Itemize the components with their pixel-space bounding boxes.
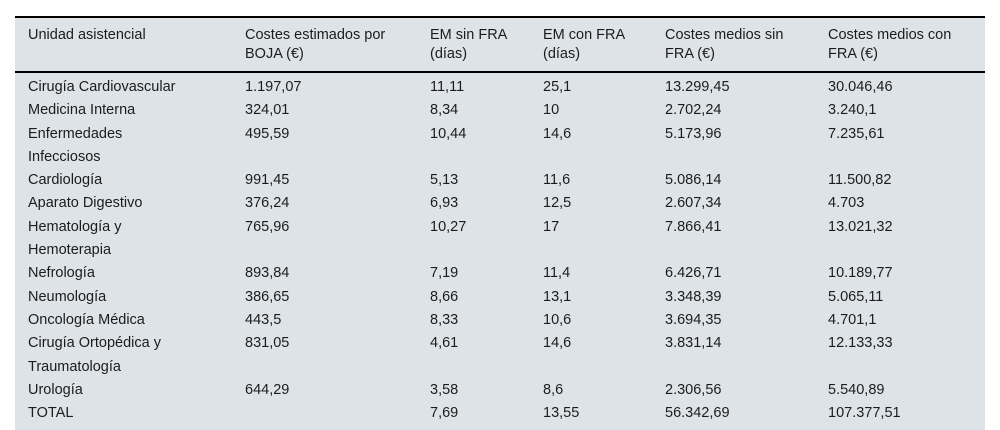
table-row: Neumología 386,65 8,66 13,1 3.348,39 5.065,11 xyxy=(15,286,985,309)
column-header-em-con-fra: EM con FRA (días) xyxy=(543,17,665,73)
value-cell: 6,93 xyxy=(430,195,459,212)
value-cell: 6.426,71 xyxy=(665,265,722,282)
table-row: Aparato Digestivo 376,24 6,93 12,5 2.607,34 4… xyxy=(15,192,985,215)
column-header-costes-medios-sin-fra: Costes medios sin FRA (€) xyxy=(665,17,828,73)
value-cell: 11.500,82 xyxy=(828,172,892,189)
value-cell: 10,6 xyxy=(543,311,572,328)
value-cell: 831,05 xyxy=(245,335,290,352)
value-cell: 14,6 xyxy=(543,335,572,352)
value-cell: 17 xyxy=(543,218,560,235)
unit-name-cell: TOTAL xyxy=(28,405,74,422)
value-cell: 4,61 xyxy=(430,335,459,352)
column-header-costes-boja: Costes estimados por BOJA (€) xyxy=(245,17,430,73)
value-cell: 8,66 xyxy=(430,288,459,305)
value-cell: 12.133,33 xyxy=(828,335,893,352)
value-cell: 13.021,32 xyxy=(828,218,893,235)
value-cell: 376,24 xyxy=(245,195,290,212)
table-row: Cirugía Ortopédica y Traumatología 831,05… xyxy=(15,332,985,379)
value-cell: 10 xyxy=(543,102,560,119)
value-cell: 5.173,96 xyxy=(665,125,722,142)
table-row: Medicina Interna 324,01 8,34 10 2.702,24 3.24… xyxy=(15,99,985,122)
value-cell: 25,1 xyxy=(543,79,572,95)
value-cell: 13.299,45 xyxy=(665,79,730,95)
value-cell: 7.866,41 xyxy=(665,218,722,235)
value-cell: 11,11 xyxy=(430,79,465,95)
value-cell: 4.701,1 xyxy=(828,311,877,328)
value-cell: 11,4 xyxy=(543,265,571,282)
value-cell: 10.189,77 xyxy=(828,265,893,282)
value-cell: 12,5 xyxy=(543,195,572,212)
value-cell: 56.342,69 xyxy=(665,405,730,422)
value-cell: 644,29 xyxy=(245,381,290,398)
value-cell: 3,58 xyxy=(430,381,459,398)
value-cell: 5.065,11 xyxy=(828,288,884,305)
value-cell: 14,6 xyxy=(543,125,572,142)
header-row: Unidad asistencial Costes estimados por … xyxy=(15,17,985,73)
value-cell: 3.831,14 xyxy=(665,335,722,352)
value-cell: 7,19 xyxy=(430,265,459,282)
unit-name-cell: Cirugía Ortopédica y Traumatología xyxy=(28,335,161,375)
table-row: Urología 644,29 3,58 8,6 2.306,56 5.540,89 xyxy=(15,379,985,402)
column-header-unidad-asistencial: Unidad asistencial xyxy=(15,17,245,73)
unit-name-cell: Oncología Médica xyxy=(28,311,145,328)
value-cell: 5.540,89 xyxy=(828,381,885,398)
unit-name-cell: Hematología y Hemoterapia xyxy=(28,218,122,259)
value-cell: 7,69 xyxy=(430,405,459,422)
unit-name-cell: Cardiología xyxy=(28,172,103,189)
unit-name-cell: Cirugía Cardiovascular xyxy=(28,79,176,95)
value-cell: 30.046,46 xyxy=(828,79,893,95)
value-cell: 2.607,34 xyxy=(665,195,722,212)
value-cell: 11,6 xyxy=(543,172,571,189)
value-cell: 991,45 xyxy=(245,172,290,189)
table-row: Oncología Médica 443,5 8,33 10,6 3.694,35 4.7… xyxy=(15,309,985,332)
value-cell: 13,55 xyxy=(543,405,580,422)
column-header-em-sin-fra: EM sin FRA (días) xyxy=(430,17,543,73)
unit-name-cell: Urología xyxy=(28,381,83,398)
table-row: Nefrología 893,84 7,19 11,4 6.426,71 10.189,7… xyxy=(15,262,985,285)
table-header: Unidad asistencial Costes estimados por … xyxy=(15,17,985,73)
unit-name-cell: Enfermedades Infecciosos xyxy=(28,125,123,165)
value-cell: 3.348,39 xyxy=(665,288,722,305)
value-cell: 10,27 xyxy=(430,218,467,235)
value-cell: 495,59 xyxy=(245,125,290,142)
table-row: Enfermedades Infecciosos 495,59 10,44 14,6 5… xyxy=(15,123,985,170)
value-cell: 7.235,61 xyxy=(828,125,885,142)
value-cell: 3.694,35 xyxy=(665,311,722,328)
table-row: TOTAL 7,69 13,55 56.342,69 107.377,51 xyxy=(15,402,985,430)
value-cell: 324,01 xyxy=(245,102,290,119)
value-cell xyxy=(245,402,430,430)
value-cell: 5.086,14 xyxy=(665,172,722,189)
value-cell: 2.702,24 xyxy=(665,102,722,119)
table-row: Cardiología 991,45 5,13 11,6 5.086,14 11.500,… xyxy=(15,169,985,192)
unit-name-cell: Aparato Digestivo xyxy=(28,195,143,212)
unit-name-cell: Neumología xyxy=(28,288,107,305)
value-cell: 8,6 xyxy=(543,381,564,398)
unit-name-cell: Medicina Interna xyxy=(28,102,136,119)
value-cell: 10,44 xyxy=(430,125,467,142)
value-cell: 5,13 xyxy=(430,172,459,189)
value-cell: 893,84 xyxy=(245,265,290,282)
value-cell: 4.703 xyxy=(828,195,865,212)
table-row: Hematología y Hemoterapia 765,96 10,27 17 7.… xyxy=(15,216,985,263)
value-cell: 3.240,1 xyxy=(828,102,877,119)
value-cell: 8,34 xyxy=(430,102,459,119)
value-cell: 8,33 xyxy=(430,311,459,328)
value-cell: 2.306,56 xyxy=(665,381,722,398)
costs-table: Unidad asistencial Costes estimados por … xyxy=(15,16,985,430)
column-header-costes-medios-con-fra: Costes medios con FRA (€) xyxy=(828,17,985,73)
table-container: Unidad asistencial Costes estimados por … xyxy=(15,16,985,430)
unit-name-cell: Nefrología xyxy=(28,265,95,282)
value-cell: 765,96 xyxy=(245,218,290,235)
value-cell: 107.377,51 xyxy=(828,405,901,422)
value-cell: 443,5 xyxy=(245,311,282,328)
value-cell: 386,65 xyxy=(245,288,290,305)
value-cell: 13,1 xyxy=(543,288,572,305)
table-body: Cirugía Cardiovascular 1.197,07 11,11 25,1 1… xyxy=(15,72,985,430)
table-row: Cirugía Cardiovascular 1.197,07 11,11 25,1 1… xyxy=(15,72,985,99)
value-cell: 1.197,07 xyxy=(245,79,302,95)
